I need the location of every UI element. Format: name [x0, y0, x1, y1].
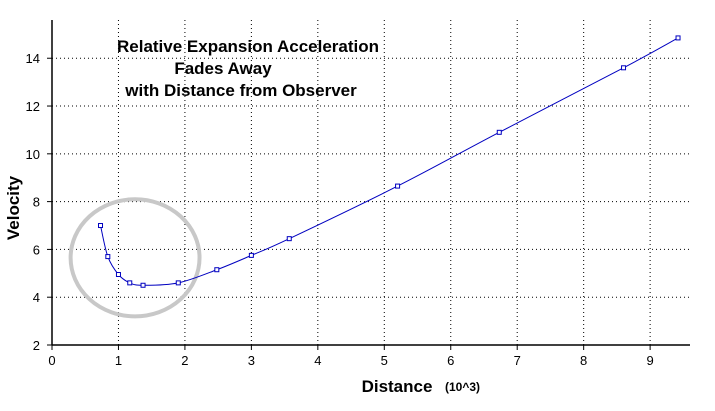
chart-title: Relative Expansion Acceleration Fades Aw… [117, 37, 379, 100]
y-tick-label: 10 [26, 147, 40, 162]
data-point [175, 280, 181, 286]
tick-marks [47, 57, 651, 350]
data-point [214, 267, 220, 273]
data-point [248, 252, 254, 258]
x-tick-label: 0 [48, 353, 55, 368]
data-point [621, 65, 627, 71]
y-tick-label: 2 [33, 338, 40, 353]
y-tick-label: 8 [33, 195, 40, 210]
x-tick-label: 1 [115, 353, 122, 368]
data-point [127, 280, 133, 286]
data-point [105, 254, 111, 260]
y-tick-label: 14 [26, 51, 40, 66]
data-point [496, 129, 502, 135]
highlight-circle [68, 197, 202, 319]
x-tick-label: 7 [514, 353, 521, 368]
x-tick-label: 4 [314, 353, 321, 368]
chart-title-line-3: with Distance from Observer [124, 81, 357, 100]
chart-title-line-1: Relative Expansion Acceleration [117, 37, 379, 56]
chart-title-line-2: Fades Away [174, 59, 272, 78]
x-tick-label: 3 [248, 353, 255, 368]
data-point [140, 282, 146, 288]
data-point [98, 223, 104, 229]
y-axis-title: Velocity [4, 175, 23, 240]
data-point [395, 183, 401, 189]
data-point [286, 236, 292, 242]
x-axis-title: Distance [362, 377, 433, 396]
x-axis-unit: (10^3) [445, 380, 480, 394]
x-tick-label: 2 [181, 353, 188, 368]
data-point [675, 35, 681, 41]
y-tick-label: 6 [33, 242, 40, 257]
y-tick-label: 12 [26, 99, 40, 114]
y-tick-label: 4 [33, 290, 40, 305]
x-tick-label: 9 [647, 353, 654, 368]
data-series [98, 35, 681, 288]
x-tick-label: 5 [381, 353, 388, 368]
data-point [115, 272, 121, 278]
x-tick-label: 8 [580, 353, 587, 368]
x-tick-label: 6 [447, 353, 454, 368]
